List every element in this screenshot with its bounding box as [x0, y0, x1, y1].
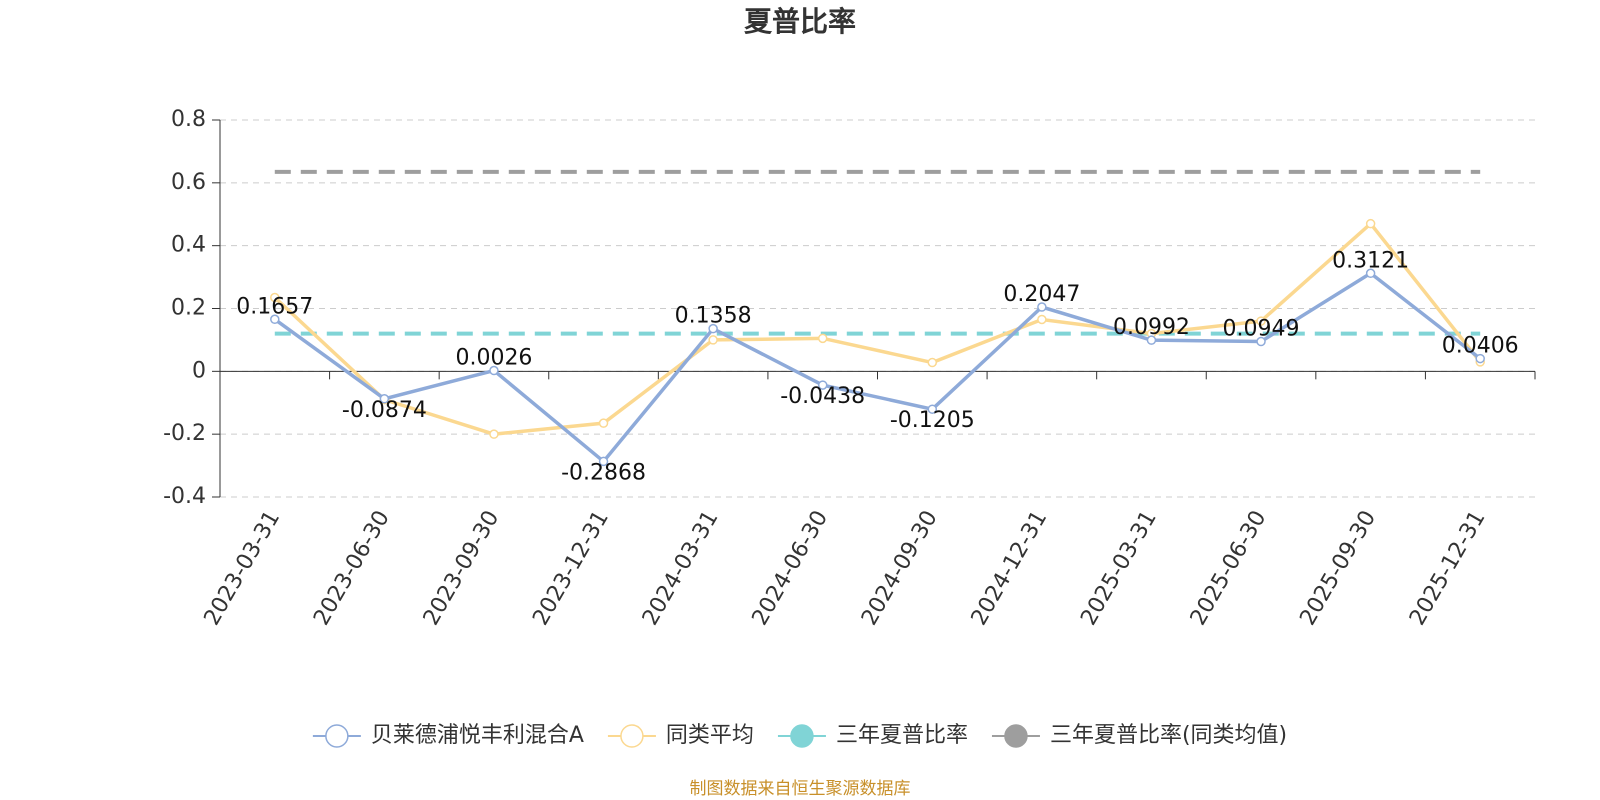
data-label: 0.3121: [1332, 248, 1409, 273]
x-tick-label: 2024-06-30: [748, 507, 834, 630]
data-point: [1037, 302, 1047, 312]
x-tick-label: 2024-03-31: [638, 507, 724, 630]
x-tick-label: 2025-09-30: [1295, 507, 1381, 630]
data-point: [927, 357, 938, 368]
legend-marker: [620, 724, 644, 748]
legend-label: 贝莱德浦悦丰利混合A: [371, 723, 584, 748]
data-label: 0.0949: [1223, 317, 1300, 342]
y-tick-label: -0.2: [163, 421, 206, 446]
data-point: [270, 314, 280, 325]
legend-marker: [790, 724, 814, 748]
data-label: 0.1358: [675, 304, 752, 329]
data-point: [708, 323, 718, 334]
legend-item: 贝莱德浦悦丰利混合A: [312, 723, 584, 748]
legend: 贝莱德浦悦丰利混合A 同类平均 三年夏普比率 三年夏普比率(同类均值): [312, 723, 1287, 748]
data-point: [489, 365, 499, 376]
data-point: [1365, 218, 1376, 229]
y-tick-label: 0.6: [171, 170, 206, 195]
x-tick-label: 2024-12-31: [967, 507, 1053, 630]
data-point: [708, 335, 718, 345]
y-tick-label: 0.4: [171, 233, 206, 258]
data-point: [270, 292, 280, 303]
data-point: [817, 333, 828, 344]
x-tick-label: 2025-06-30: [1186, 507, 1272, 630]
legend-item: 同类平均: [607, 723, 754, 748]
data-point: [1256, 316, 1266, 326]
data-label: -0.0874: [342, 398, 427, 423]
y-tick-label: -0.4: [163, 484, 206, 509]
series-line: [273, 221, 1482, 436]
data-point: [1475, 353, 1485, 364]
data-point: [927, 404, 938, 414]
data-point: [1146, 335, 1157, 345]
x-tick-label: 2023-12-31: [528, 507, 614, 630]
legend-label: 三年夏普比率: [836, 723, 968, 748]
data-point: [1037, 314, 1047, 325]
legend-label: 同类平均: [666, 723, 754, 748]
data-label: 0.1657: [236, 294, 313, 319]
x-tick-label: 2023-09-30: [419, 507, 505, 630]
data-label: -0.2868: [561, 460, 646, 485]
y-tick-label: 0: [192, 358, 206, 383]
x-tick-label: 2025-12-31: [1405, 507, 1491, 630]
data-point: [598, 418, 609, 428]
data-point: [598, 456, 609, 467]
data-point: [817, 380, 828, 390]
data-label: 0.0406: [1442, 334, 1519, 359]
data-label: 0.0026: [455, 346, 532, 371]
data-point: [1365, 268, 1376, 279]
data-point: [489, 429, 499, 439]
legend-marker: [1004, 724, 1028, 748]
x-tick-label: 2024-09-30: [857, 507, 943, 630]
chart-title: 夏普比率: [744, 5, 856, 38]
data-point: [1256, 336, 1266, 347]
y-tick-label: 0.2: [171, 296, 206, 321]
series-line: [273, 271, 1482, 464]
legend-item: 三年夏普比率: [777, 723, 968, 748]
x-tick-label: 2025-03-31: [1076, 507, 1162, 630]
data-label: -0.0438: [780, 384, 865, 409]
data-label: -0.1205: [890, 408, 975, 433]
source-note: 制图数据来自恒生聚源数据库: [690, 779, 911, 799]
x-tick-label: 2023-06-30: [309, 507, 395, 630]
legend-label: 三年夏普比率(同类均值): [1050, 723, 1287, 748]
x-tick-label: 2023-03-31: [200, 507, 286, 630]
legend-item: 三年夏普比率(同类均值): [991, 723, 1287, 748]
data-label: 0.2047: [1003, 282, 1080, 307]
data-point: [379, 394, 390, 404]
legend-marker: [325, 724, 349, 748]
y-tick-label: 0.8: [171, 107, 206, 132]
data-label: 0.0992: [1113, 315, 1190, 340]
